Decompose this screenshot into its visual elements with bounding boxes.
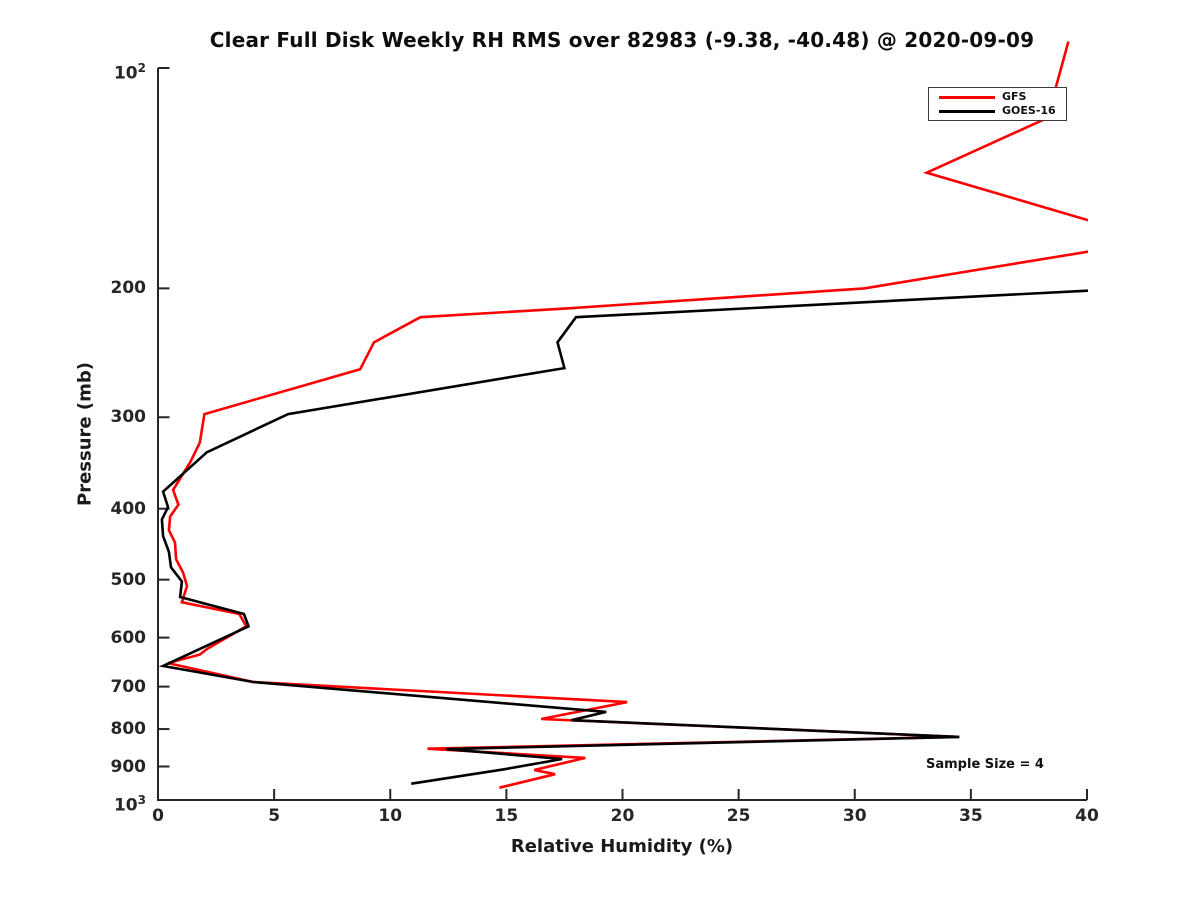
- y-tick-label: 400: [110, 498, 147, 519]
- y-tick-label: 200: [110, 278, 147, 299]
- x-axis-label: Relative Humidity (%): [510, 836, 734, 857]
- x-tick-label: 40: [1075, 806, 1099, 826]
- legend-item-gfs: GFS: [935, 91, 1060, 103]
- x-tick-label: 5: [268, 806, 281, 826]
- x-tick-label: 30: [842, 806, 867, 826]
- y-tick-label: 300: [110, 407, 147, 428]
- legend-label-gfs: GFS: [1002, 90, 1027, 103]
- y-tick-label: 500: [110, 569, 147, 590]
- x-tick-label: 25: [726, 806, 751, 826]
- x-tick-label: 35: [959, 806, 983, 826]
- legend-item-goes16: GOES-16: [935, 105, 1060, 117]
- goes16-series-line: [158, 289, 1088, 785]
- y-tick-label: 103: [113, 793, 146, 816]
- y-tick-label: 800: [110, 719, 147, 740]
- y-axis-label: Pressure (mb): [74, 362, 96, 506]
- y-tick-label: 102: [113, 61, 146, 84]
- gfs-series-line: [167, 41, 1088, 789]
- y-tick-label: 700: [110, 676, 147, 697]
- x-tick-label: 0: [152, 806, 164, 826]
- x-tick-label: 15: [494, 806, 519, 826]
- chart-title: Clear Full Disk Weekly RH RMS over 82983…: [209, 28, 1035, 52]
- legend: GFS GOES-16: [928, 87, 1067, 121]
- y-tick-label: 600: [110, 627, 147, 648]
- legend-label-goes16: GOES-16: [1002, 104, 1056, 117]
- sample-size-annotation: Sample Size = 4: [926, 757, 1044, 772]
- x-tick-label: 20: [610, 806, 635, 826]
- goes16-line-sample-icon: [939, 109, 995, 113]
- y-tick-label: 900: [110, 756, 147, 777]
- x-tick-label: 10: [378, 806, 403, 826]
- gfs-line-sample-icon: [939, 95, 995, 99]
